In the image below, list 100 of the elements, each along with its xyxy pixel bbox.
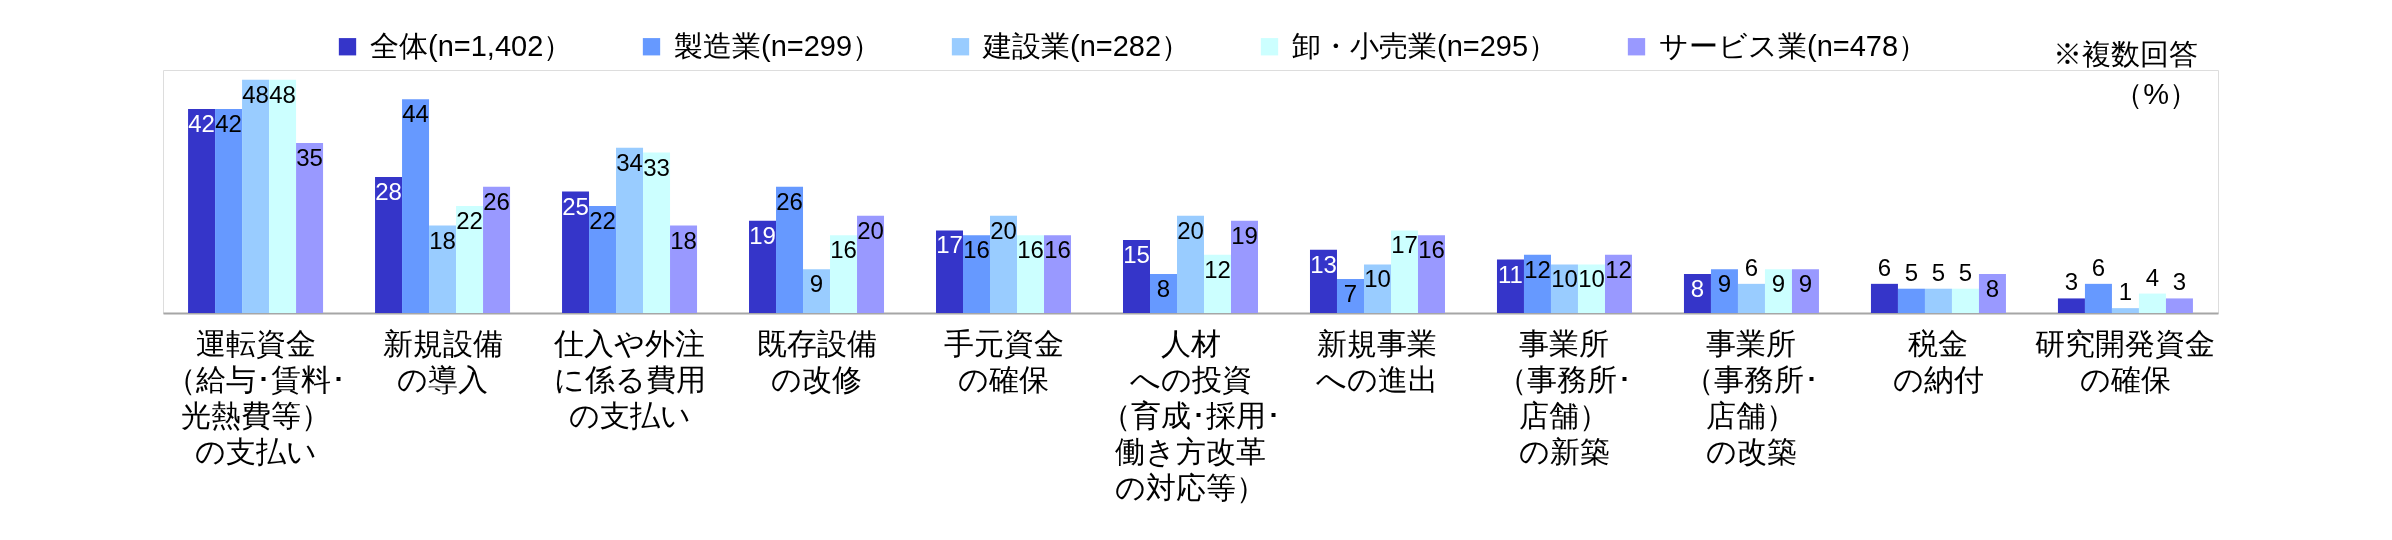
data-label: 7: [1343, 279, 1358, 307]
data-label: 8: [1985, 275, 2000, 303]
data-label: 9: [809, 270, 824, 298]
data-label: 1: [2118, 278, 2133, 306]
data-label: 10: [1551, 265, 1578, 293]
bar: [749, 220, 777, 313]
data-label: 22: [589, 207, 616, 235]
bar: [2165, 298, 2193, 313]
bar: [670, 225, 698, 313]
bar: [1764, 269, 1792, 313]
data-label: 5: [1904, 258, 1919, 286]
bar: [963, 235, 991, 313]
data-label: 25: [562, 192, 589, 220]
bar: [803, 269, 831, 313]
data-label: 18: [670, 226, 697, 254]
x-tick-label: 新規事業への進出: [1316, 326, 1439, 396]
bar: [1897, 288, 1925, 313]
data-label: 20: [857, 216, 884, 244]
data-label: 44: [402, 100, 429, 128]
bar: [429, 225, 457, 313]
bar: [1177, 215, 1204, 313]
x-tick-label: 税金の納付: [1892, 326, 1984, 396]
data-label: 16: [830, 236, 857, 264]
data-label: 8: [1156, 275, 1171, 303]
data-label: 16: [1044, 236, 1071, 264]
data-label: 5: [1931, 258, 1946, 286]
legend-label: 製造業(n=299）: [674, 29, 882, 62]
annotation: ※複数回答: [2053, 38, 2198, 70]
bar: [1044, 235, 1072, 313]
data-label: 20: [990, 216, 1017, 244]
data-label: 28: [375, 177, 402, 205]
bar: [1951, 288, 1979, 313]
data-label: 9: [1717, 270, 1732, 298]
bar: [242, 79, 270, 313]
bar: [188, 108, 216, 313]
bar: [215, 108, 243, 313]
bar: [1017, 235, 1045, 313]
data-label: 22: [456, 207, 483, 235]
x-tick-label: 運転資金（給与･賃料･光熱費等）の支払い: [165, 326, 346, 468]
data-label: 5: [1958, 258, 1973, 286]
data-label: 19: [749, 221, 776, 249]
bar: [616, 147, 644, 313]
data-label: 9: [1798, 270, 1813, 298]
bar: [2111, 308, 2139, 313]
x-tick-label: 研究開発資金の確保: [2035, 326, 2216, 396]
data-label: 13: [1310, 250, 1337, 278]
bar: [2138, 293, 2166, 313]
bar: [990, 215, 1018, 313]
data-label: 16: [1418, 236, 1445, 264]
x-tick-label: 人材への投資（育成･採用･働き方改革の対応等）: [1100, 326, 1281, 504]
bar: [483, 186, 511, 313]
bar: [562, 191, 590, 313]
bar: [776, 186, 804, 313]
x-tick-label: 事業所（事務所･店舗）の改築: [1683, 326, 1819, 468]
annotation: （%）: [2114, 78, 2198, 110]
data-label: 19: [1231, 221, 1258, 249]
data-label: 8: [1690, 275, 1705, 303]
bar: [643, 152, 671, 313]
bar: [589, 206, 617, 313]
bar: [456, 206, 484, 313]
bar: [1231, 220, 1258, 313]
bar: [1791, 269, 1819, 313]
data-label: 4: [2145, 263, 2160, 291]
data-label: 34: [616, 148, 643, 176]
data-label: 33: [643, 153, 670, 181]
data-label: 35: [296, 143, 323, 171]
bar: [936, 230, 964, 313]
bar: [1737, 283, 1765, 313]
data-label: 6: [1877, 253, 1892, 281]
data-label: 17: [936, 231, 963, 259]
data-label: 16: [1017, 236, 1044, 264]
legend-label: 建設業(n=282）: [982, 29, 1191, 62]
bar: [1924, 288, 1952, 313]
data-label: 26: [483, 187, 510, 215]
bar: [296, 142, 324, 313]
data-label: 12: [1605, 255, 1632, 283]
bar: [1710, 269, 1738, 313]
x-tick-label: 既存設備の改修: [756, 326, 877, 396]
x-tick-label: 手元資金の確保: [943, 326, 1064, 396]
data-label: 48: [269, 80, 296, 108]
data-label: 6: [1744, 253, 1759, 281]
data-label: 12: [1524, 255, 1551, 283]
x-tick-label: 新規設備の導入: [382, 326, 503, 396]
x-tick-label: 事業所（事務所･店舗）の新築: [1496, 326, 1632, 468]
data-label: 9: [1771, 270, 1786, 298]
data-label: 20: [1177, 216, 1204, 244]
x-tick-label: 仕入や外注に係る費用の支払い: [553, 326, 706, 432]
legend-label: 全体(n=1,402）: [370, 29, 573, 62]
data-label: 6: [2091, 253, 2106, 281]
data-label: 3: [2064, 268, 2079, 296]
bar: [1123, 240, 1150, 313]
bar: [1336, 278, 1364, 313]
data-label: 3: [2172, 268, 2187, 296]
bar: [1390, 230, 1418, 313]
data-label: 16: [963, 236, 990, 264]
bar: [375, 176, 403, 313]
data-label: 48: [242, 80, 269, 108]
bar: [1870, 283, 1898, 313]
bar: [1417, 235, 1445, 313]
bar: [269, 79, 297, 313]
